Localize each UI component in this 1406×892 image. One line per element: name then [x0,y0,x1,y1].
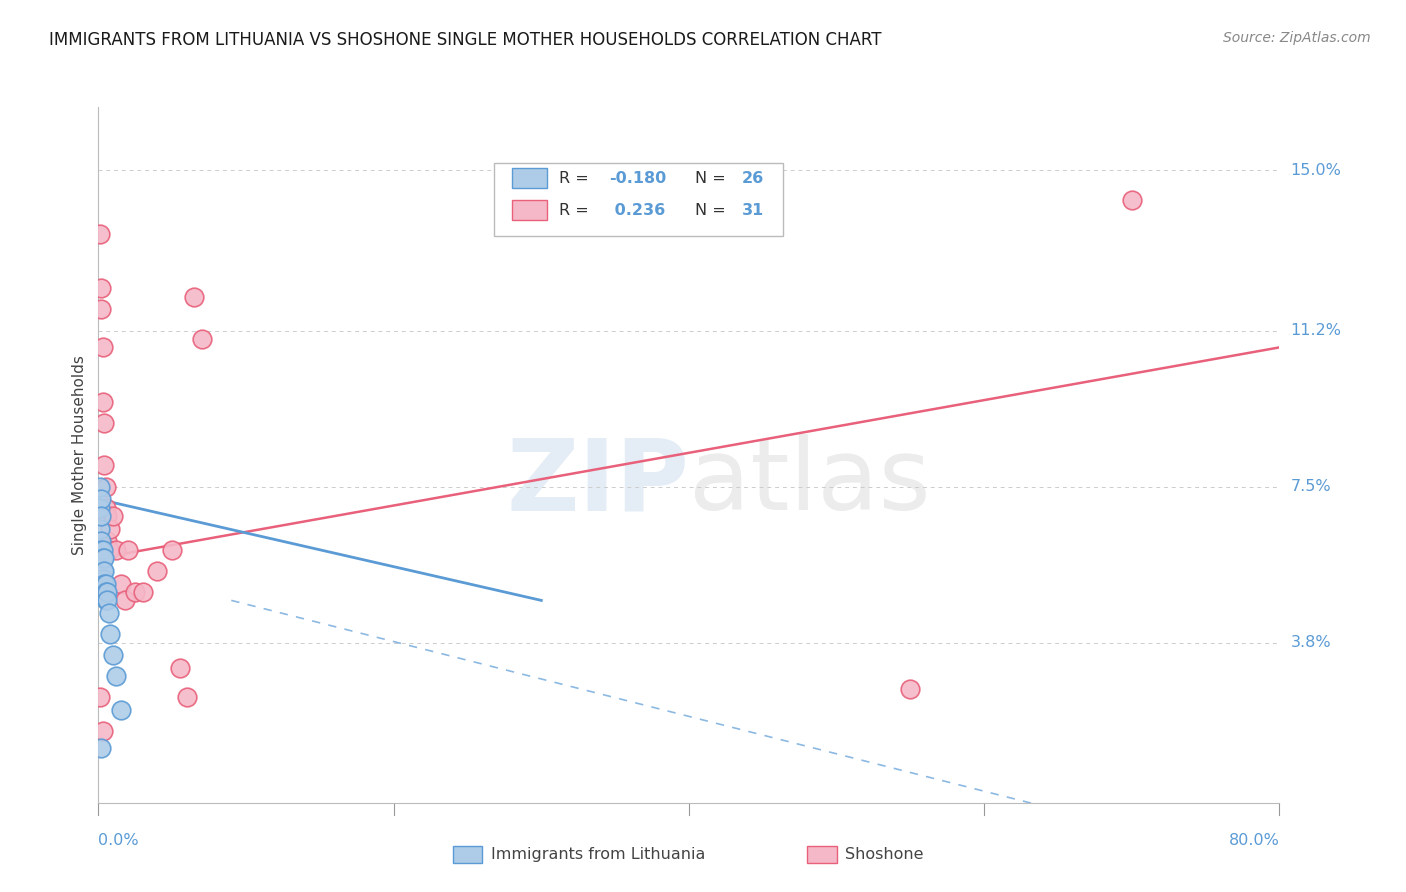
Point [90,509,112,524]
Point [114,593,136,607]
Y-axis label: Single Mother Households: Single Mother Households [72,355,87,555]
Point [97,606,120,620]
Point [90,492,112,507]
Point [176,690,198,705]
Text: 3.8%: 3.8% [1291,635,1331,650]
Point [124,585,146,599]
Text: Shoshone: Shoshone [845,847,924,862]
Point [93,576,115,591]
Point [89,690,111,705]
Point [93,564,115,578]
Text: N =: N = [695,170,731,186]
Point [89,479,111,493]
Bar [453,846,482,863]
Point [91,724,114,739]
Point [191,332,214,346]
Point [93,417,115,431]
Bar [807,846,837,863]
Point [91,572,114,586]
Point [94,585,117,599]
Point [117,542,139,557]
Text: Source: ZipAtlas.com: Source: ZipAtlas.com [1223,31,1371,45]
Text: 11.2%: 11.2% [1291,323,1341,338]
Bar [512,201,547,219]
Point [110,576,132,591]
Point [90,534,112,549]
Point [91,340,114,354]
Text: Immigrants from Lithuania: Immigrants from Lithuania [491,847,704,862]
Point [96,585,118,599]
Text: R =: R = [560,170,593,186]
Text: IMMIGRANTS FROM LITHUANIA VS SHOSHONE SINGLE MOTHER HOUSEHOLDS CORRELATION CHART: IMMIGRANTS FROM LITHUANIA VS SHOSHONE SI… [49,31,882,49]
Text: atlas: atlas [689,434,931,532]
Text: ZIP: ZIP [506,434,689,532]
Point [132,585,155,599]
Point [90,741,112,756]
Point [94,509,117,524]
Point [94,479,117,493]
Point [93,458,115,473]
Point [146,564,169,578]
Point [96,593,118,607]
Point [90,302,112,317]
Text: 7.5%: 7.5% [1291,479,1331,494]
Point [89,522,111,536]
Point [105,542,128,557]
Point [91,564,114,578]
Text: 0.0%: 0.0% [98,833,139,848]
Point [105,669,128,683]
Point [96,534,118,549]
Point [90,542,112,557]
Point [900,681,922,696]
Point [110,703,132,717]
Point [91,542,114,557]
Point [91,395,114,409]
Point [1121,193,1143,207]
Point [91,551,114,566]
Point [90,281,112,295]
Point [94,576,117,591]
Point [97,542,120,557]
Text: R =: R = [560,202,593,218]
Text: 26: 26 [742,170,765,186]
Point [98,522,121,536]
Point [103,648,125,663]
Point [93,551,115,566]
FancyBboxPatch shape [494,162,783,235]
Text: 0.236: 0.236 [609,202,665,218]
Point [89,227,111,241]
Text: 31: 31 [742,202,765,218]
Point [183,290,205,304]
Text: N =: N = [695,202,731,218]
Bar [512,169,547,187]
Point [103,509,125,524]
Point [93,585,115,599]
Text: -0.180: -0.180 [609,170,666,186]
Text: 80.0%: 80.0% [1229,833,1279,848]
Point [96,509,118,524]
Point [94,500,117,515]
Text: 15.0%: 15.0% [1291,163,1341,178]
Point [89,500,111,515]
Point [98,627,121,641]
Point [162,542,183,557]
Point [94,593,117,607]
Point [169,661,191,675]
